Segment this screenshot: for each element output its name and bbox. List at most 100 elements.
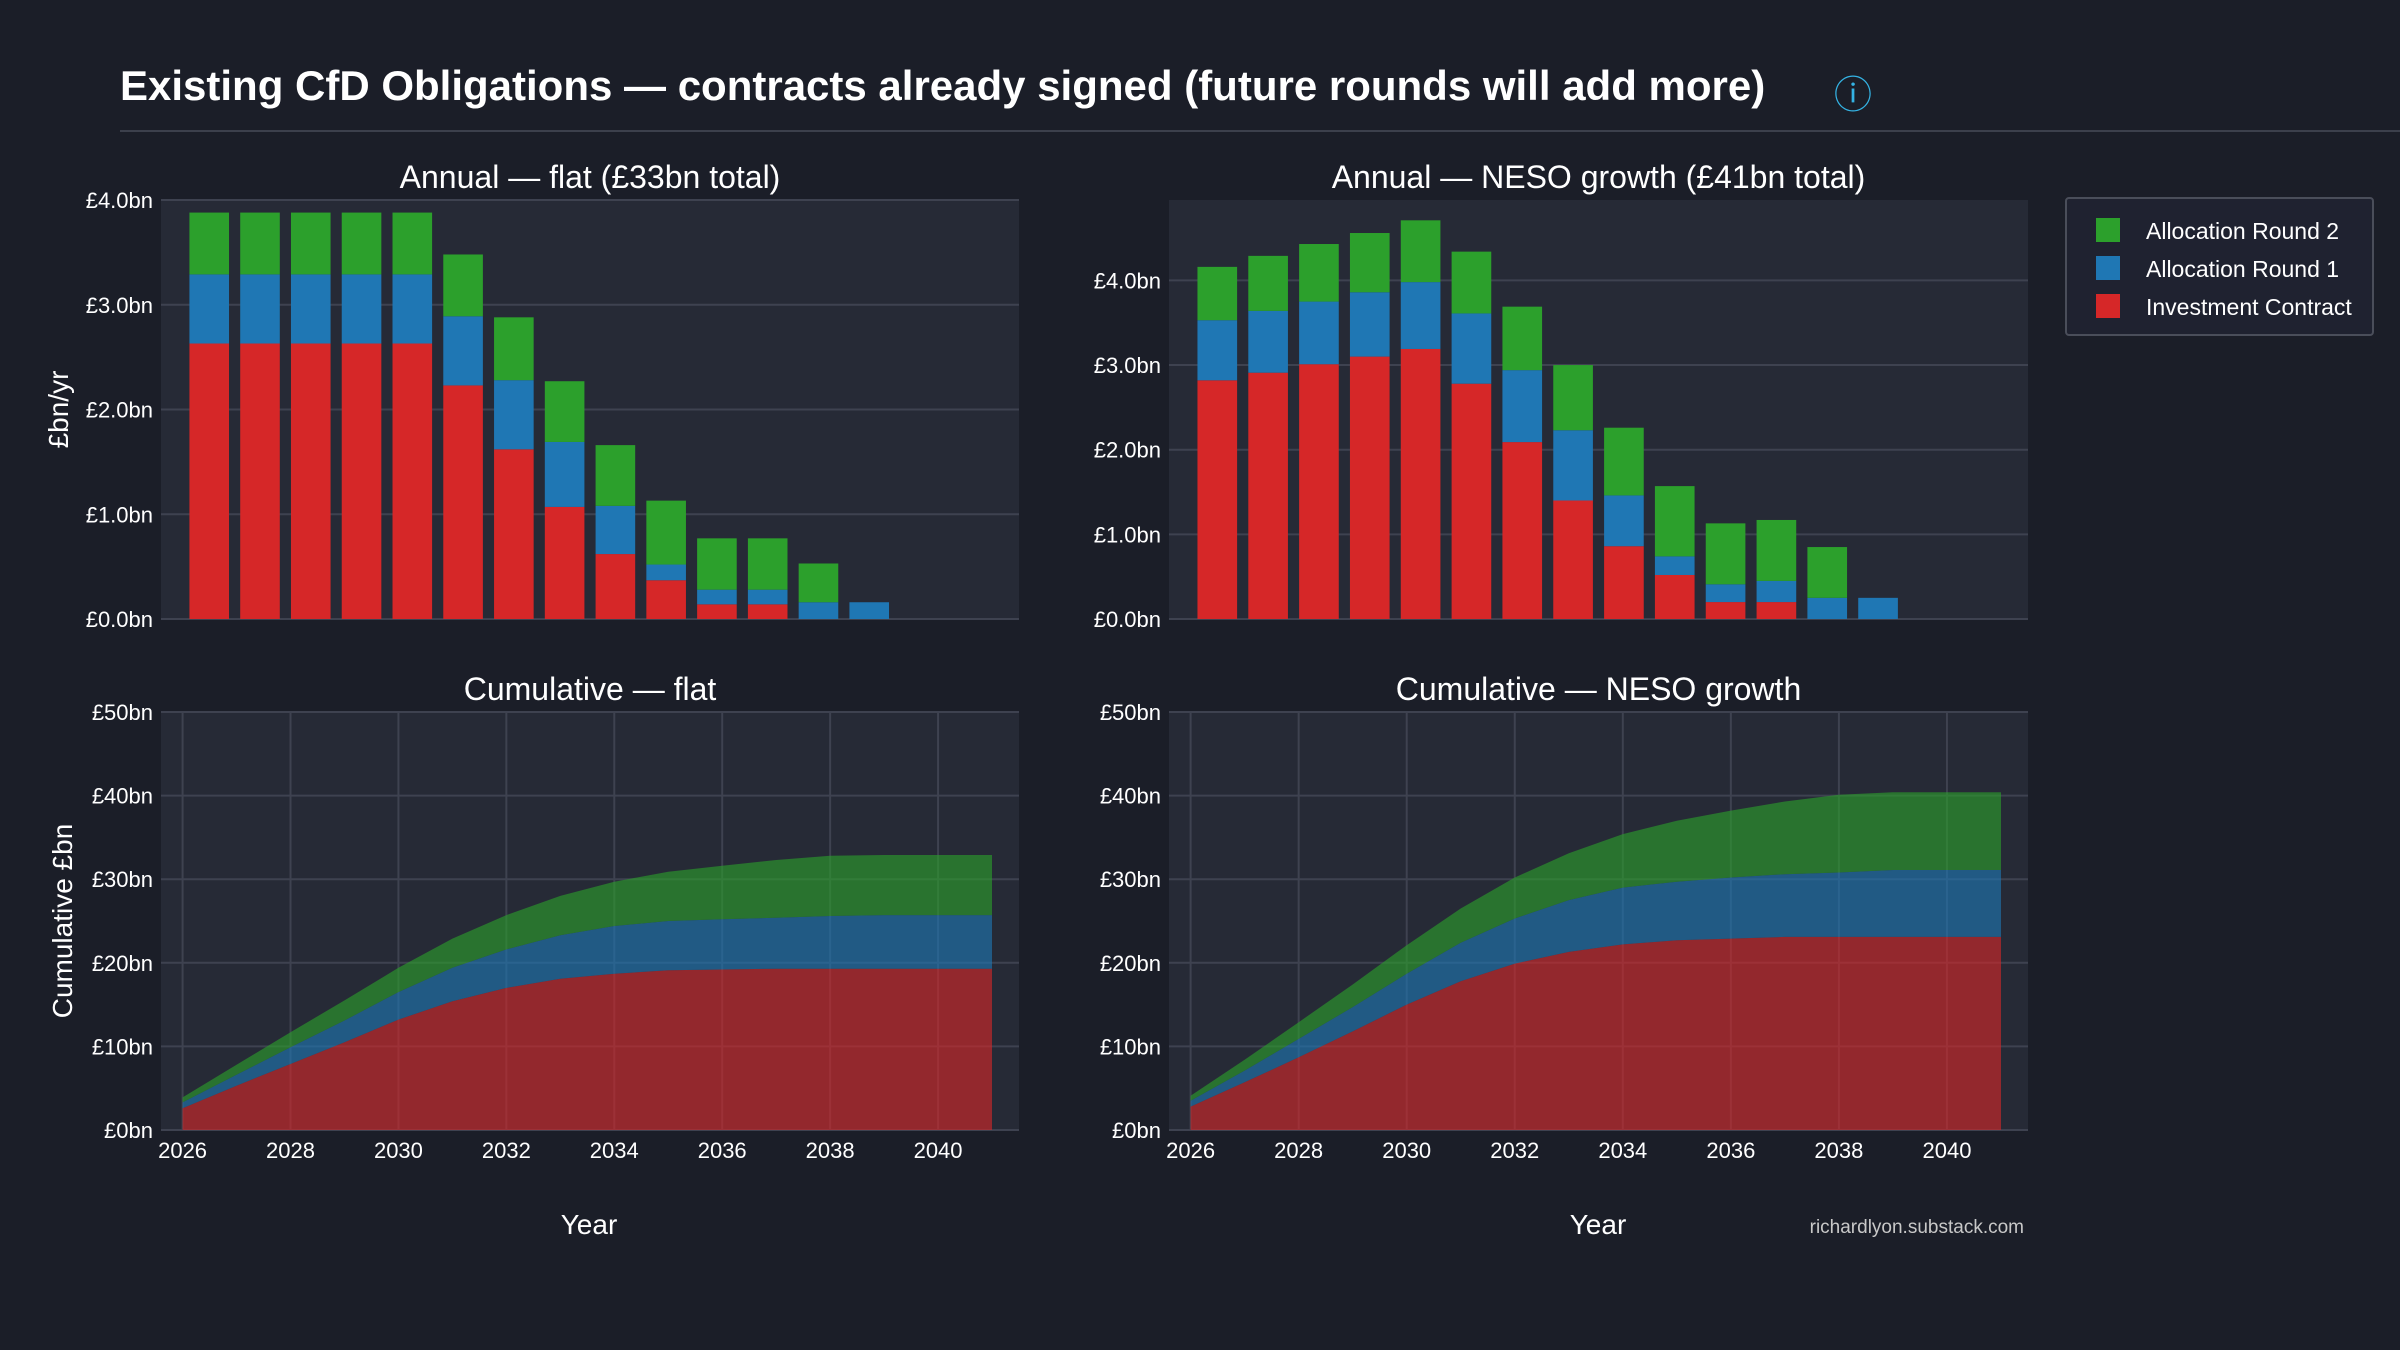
bar-investment-contract-2031 [443,385,483,619]
bar-allocation-round-1-2037 [747,589,788,605]
y-tick-label: £40bn [92,784,153,809]
bar-allocation-round-1-2032 [1502,370,1543,443]
bar-allocation-round-1-2031 [443,316,483,386]
area-investment-contract [1190,936,2001,1130]
legend-swatch-allocation-round-2 [2096,218,2120,242]
y-tick-label: £40bn [1100,784,1161,809]
chart-title: Annual — flat (£33bn total) [400,159,781,195]
legend-label: Allocation Round 1 [2146,256,2339,282]
bar-allocation-round-2-2038 [798,563,839,603]
chart-panel-cumulative-neso: Cumulative — NESO growth £0bn £10bn £20bn £3… [1100,671,2028,1240]
y-tick-label: £20bn [1100,951,1161,976]
bar-allocation-round-2-2032 [494,317,534,381]
info-icon[interactable]: ⓘ [1834,75,1873,117]
bar-allocation-round-1-2029 [1349,292,1390,357]
bar-investment-contract-2037 [747,604,788,619]
y-tick-label: £0bn [1112,1118,1161,1143]
y-tick-label: £0bn [104,1118,153,1143]
chart-panel-annual-flat: Annual — flat (£33bn total) £0.0bn £1.0bn £… [43,159,1019,632]
bar-allocation-round-1-2032 [494,380,534,450]
bar-investment-contract-2029 [1349,356,1390,619]
bar-allocation-round-2-2031 [1451,251,1492,314]
bar-allocation-round-1-2029 [341,274,382,344]
x-tick-label: 2036 [1706,1138,1755,1163]
bar-investment-contract-2035 [1654,574,1695,619]
bar-allocation-round-1-2038 [798,602,839,619]
legend-box [2065,197,2374,336]
bar-investment-contract-2028 [290,343,331,619]
bar-investment-contract-2035 [646,580,686,619]
x-tick-label: 2038 [806,1138,855,1163]
bar-allocation-round-2-2035 [646,500,686,565]
bar-allocation-round-1-2034 [1604,495,1644,547]
bar-investment-contract-2031 [1451,383,1492,619]
bar-allocation-round-2-2028 [290,212,331,275]
bar-allocation-round-2-2035 [1654,486,1695,557]
bar-allocation-round-2-2034 [595,445,636,506]
y-tick-label: £1.0bn [86,502,153,527]
y-tick-label: £10bn [92,1034,153,1059]
bar-investment-contract-2032 [494,449,534,619]
y-tick-label: £4.0bn [86,188,153,213]
bar-allocation-round-1-2026 [1197,320,1238,381]
x-tick-label: 2026 [158,1138,207,1163]
bar-allocation-round-2-2033 [544,381,585,442]
bar-allocation-round-2-2029 [1349,233,1390,293]
x-axis-label: Year [561,1209,618,1240]
bar-investment-contract-2030 [1400,348,1441,619]
bar-allocation-round-2-2036 [1705,523,1746,585]
x-tick-label: 2034 [590,1138,639,1163]
y-axis-label: Cumulative £bn [47,824,78,1019]
bar-allocation-round-2-2030 [392,212,433,275]
bar-allocation-round-2-2033 [1553,365,1593,431]
x-tick-label: 2032 [482,1138,531,1163]
x-axis-label: Year [1570,1209,1627,1240]
plot-area [1169,200,2028,619]
bar-allocation-round-1-2033 [544,441,585,507]
y-tick-label: £3.0bn [1094,353,1161,378]
legend-label: Investment Contract [2146,294,2352,320]
y-tick-label: £10bn [1100,1034,1161,1059]
chart-panel-annual-neso: Annual — NESO growth (£41bn total) £0.0bn… [1094,159,2028,632]
y-tick-label: £50bn [1100,700,1161,725]
bar-investment-contract-2033 [544,506,585,619]
bar-investment-contract-2037 [1756,602,1797,619]
legend: Allocation Round 2 Allocation Round 1 Inve… [2065,197,2374,336]
bar-investment-contract-2028 [1299,364,1339,619]
bar-allocation-round-1-2039 [849,602,890,619]
bar-allocation-round-1-2033 [1553,430,1593,501]
y-tick-label: £0.0bn [86,607,153,632]
chart-title: Annual — NESO growth (£41bn total) [1332,159,1866,195]
legend-swatch-investment-contract [2096,294,2120,318]
bar-allocation-round-2-2028 [1299,244,1339,302]
y-tick-label: £0.0bn [1094,607,1161,632]
bar-allocation-round-1-2028 [1299,301,1339,365]
bar-allocation-round-1-2036 [1705,584,1746,603]
bar-investment-contract-2027 [1248,372,1288,619]
bar-allocation-round-2-2026 [1197,266,1238,321]
bar-allocation-round-1-2035 [646,564,686,581]
page-title: Existing CfD Obligations — contracts alr… [120,62,1766,109]
x-tick-label: 2032 [1490,1138,1539,1163]
bar-allocation-round-1-2027 [1248,310,1288,373]
bar-allocation-round-2-2036 [697,538,737,590]
chart-panel-cumulative-flat: Cumulative — flat £0bn £10bn £20bn £30bn £40b… [47,671,1019,1240]
bar-allocation-round-2-2027 [240,212,280,275]
bar-allocation-round-2-2030 [1400,220,1441,283]
bar-allocation-round-2-2037 [747,538,788,590]
x-tick-label: 2028 [1274,1138,1323,1163]
bar-allocation-round-1-2035 [1654,556,1695,575]
y-tick-label: £1.0bn [1094,522,1161,547]
bar-investment-contract-2026 [189,343,230,619]
area-allocation-round-1 [182,915,993,1109]
bar-allocation-round-1-2030 [1400,282,1441,349]
y-tick-label: £30bn [92,867,153,892]
bar-investment-contract-2026 [1197,380,1238,619]
y-tick-label: £50bn [92,700,153,725]
credit-text: richardlyon.substack.com [1809,1217,2024,1238]
y-tick-label: £2.0bn [86,398,153,423]
header: Existing CfD Obligations — contracts alr… [120,58,2400,132]
bar-investment-contract-2029 [341,343,382,619]
bar-allocation-round-1-2034 [595,505,636,555]
